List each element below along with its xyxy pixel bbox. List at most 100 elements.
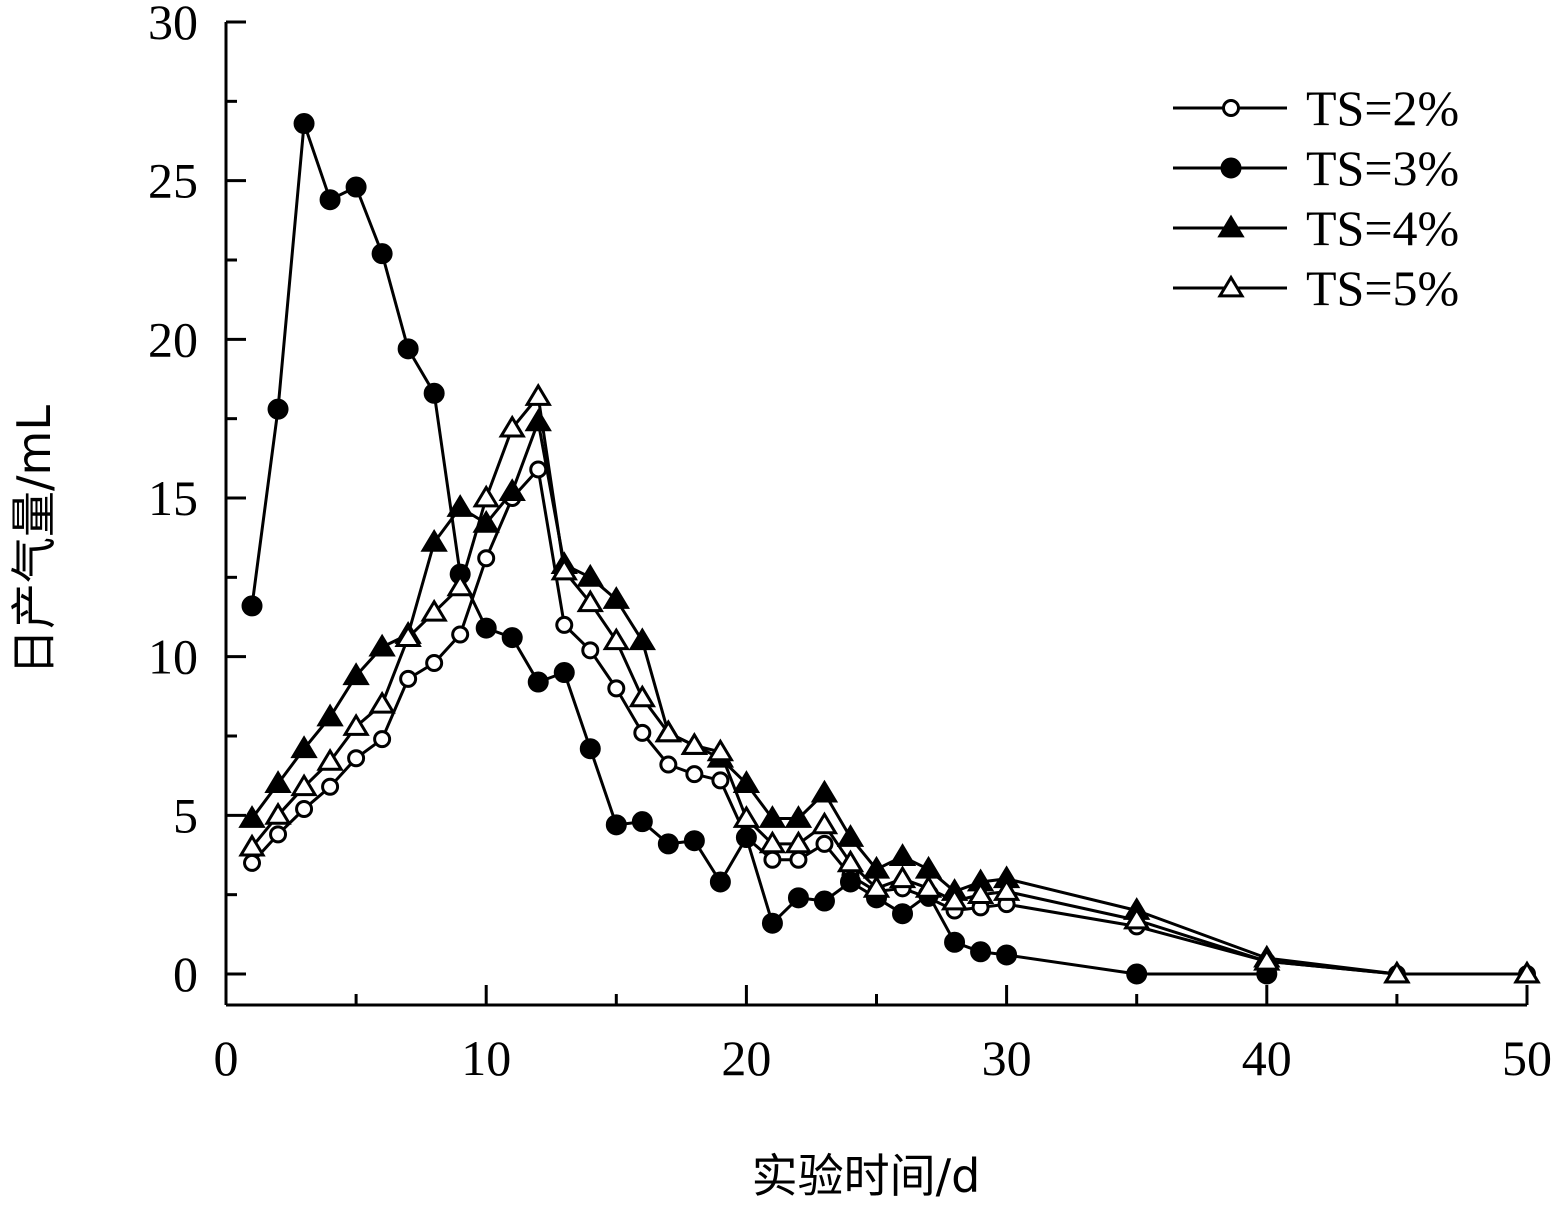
series-line bbox=[250, 467, 1527, 976]
data-point bbox=[368, 633, 396, 657]
data-point bbox=[940, 887, 969, 911]
data-point bbox=[628, 627, 656, 651]
x-axis-title: 实验时间/d bbox=[752, 1149, 981, 1203]
data-point bbox=[633, 723, 652, 742]
data-point bbox=[576, 563, 604, 587]
data-point bbox=[758, 805, 787, 828]
legend-marker bbox=[1222, 99, 1240, 117]
data-point bbox=[659, 755, 678, 774]
legend: TS=2%TS=3%TS=4%TS=5% bbox=[1173, 80, 1459, 316]
data-point bbox=[758, 830, 787, 854]
data-point bbox=[602, 586, 630, 609]
data-point bbox=[1383, 960, 1411, 984]
legend-item: TS=5% bbox=[1173, 260, 1459, 316]
data-point bbox=[810, 779, 839, 803]
data-point bbox=[605, 814, 627, 836]
data-point bbox=[397, 338, 419, 360]
data-point bbox=[732, 770, 761, 793]
data-point bbox=[527, 671, 549, 693]
data-point bbox=[892, 903, 914, 925]
data-point bbox=[475, 617, 497, 639]
data-point bbox=[269, 825, 288, 844]
data-point bbox=[347, 749, 366, 768]
x-ticks: 0 10 20 30 40 50 bbox=[214, 985, 1552, 1086]
data-point bbox=[763, 850, 782, 869]
data-point bbox=[966, 881, 995, 905]
data-point bbox=[477, 549, 496, 568]
legend-marker bbox=[1220, 157, 1242, 179]
data-point bbox=[423, 382, 445, 404]
data-point bbox=[319, 189, 341, 211]
data-point bbox=[576, 589, 604, 613]
data-point bbox=[836, 849, 865, 873]
data-point bbox=[970, 941, 992, 963]
data-point bbox=[810, 811, 839, 835]
data-point bbox=[345, 176, 367, 198]
data-point bbox=[1123, 906, 1151, 930]
data-point bbox=[243, 853, 262, 872]
data-point bbox=[420, 598, 448, 622]
series-3 bbox=[238, 408, 1541, 984]
data-point bbox=[628, 684, 656, 708]
x-tick-label: 10 bbox=[461, 1030, 511, 1086]
data-point bbox=[602, 627, 630, 651]
x-tick-label: 20 bbox=[721, 1030, 771, 1086]
data-point bbox=[914, 874, 943, 898]
y-tick-label: 5 bbox=[173, 787, 198, 843]
data-point bbox=[657, 833, 679, 855]
y-ticks: 0 5 10 15 20 25 30 bbox=[148, 0, 246, 1002]
data-point bbox=[425, 654, 444, 673]
data-point bbox=[264, 770, 292, 793]
data-point bbox=[579, 738, 601, 760]
legend-marker bbox=[1217, 214, 1245, 238]
data-point bbox=[996, 944, 1018, 966]
x-tick-label: 50 bbox=[1502, 1030, 1552, 1086]
data-point bbox=[342, 713, 370, 736]
data-point bbox=[290, 735, 318, 759]
series-2 bbox=[241, 113, 1278, 985]
data-point bbox=[524, 408, 552, 432]
data-point bbox=[787, 887, 809, 909]
data-point bbox=[316, 703, 344, 727]
data-point bbox=[914, 855, 943, 879]
data-point bbox=[550, 557, 578, 581]
data-point bbox=[238, 833, 266, 857]
y-tick-label: 10 bbox=[148, 629, 198, 685]
data-point bbox=[368, 690, 396, 714]
data-point bbox=[342, 662, 370, 686]
legend-item: TS=2% bbox=[1173, 80, 1459, 136]
x-tick-label: 0 bbox=[214, 1030, 239, 1086]
data-point bbox=[472, 484, 500, 508]
data-point bbox=[555, 615, 574, 634]
data-point bbox=[607, 679, 626, 698]
series-line bbox=[250, 122, 1267, 976]
y-tick-label: 15 bbox=[148, 470, 198, 526]
data-point bbox=[498, 414, 526, 438]
data-point bbox=[238, 805, 266, 828]
data-point bbox=[399, 669, 418, 688]
legend-item: TS=3% bbox=[1173, 140, 1459, 196]
legend-label: TS=5% bbox=[1306, 260, 1459, 316]
data-point bbox=[1253, 947, 1281, 971]
data-point bbox=[581, 641, 600, 660]
x-tick-label: 30 bbox=[982, 1030, 1032, 1086]
data-point bbox=[680, 732, 709, 755]
data-point bbox=[524, 383, 552, 406]
data-point bbox=[631, 811, 653, 833]
data-point bbox=[264, 801, 292, 825]
data-point bbox=[293, 113, 315, 135]
data-point bbox=[1513, 960, 1541, 984]
data-point bbox=[888, 843, 917, 866]
y-tick-label: 25 bbox=[148, 153, 198, 209]
data-point bbox=[813, 890, 835, 912]
data-point bbox=[371, 243, 393, 265]
data-point bbox=[784, 805, 813, 828]
data-point bbox=[761, 912, 783, 934]
series-4 bbox=[238, 383, 1541, 984]
data-point bbox=[446, 494, 474, 517]
data-point bbox=[735, 827, 757, 849]
series-layer bbox=[238, 113, 1541, 985]
data-point bbox=[992, 878, 1021, 901]
data-point bbox=[709, 871, 731, 893]
